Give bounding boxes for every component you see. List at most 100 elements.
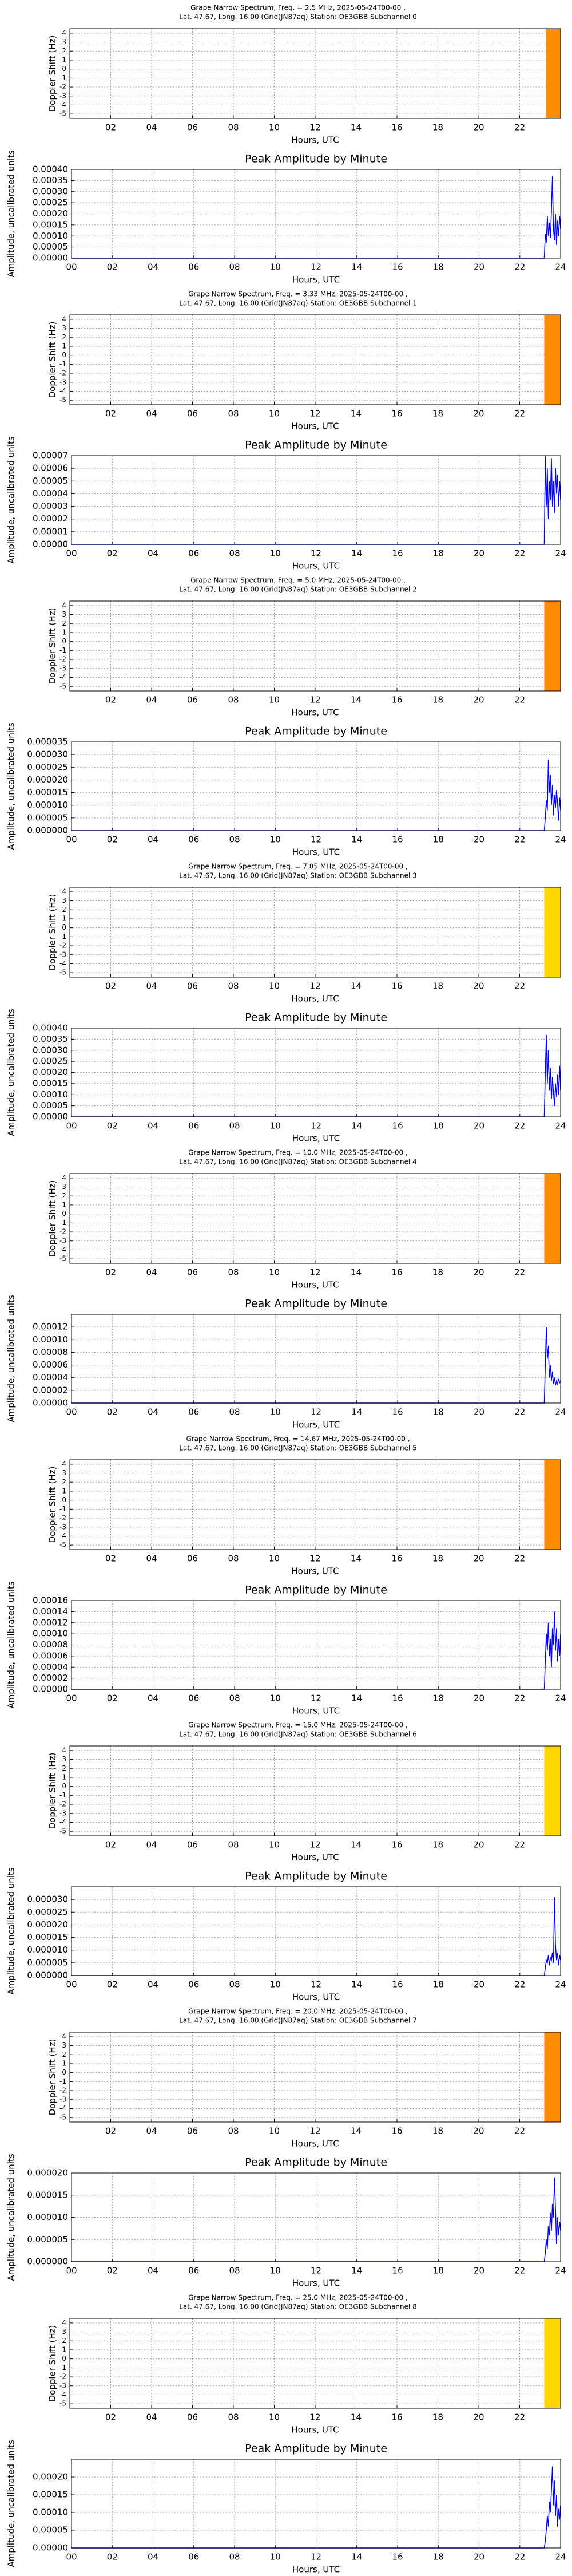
x-tick-label: 16 [392, 262, 403, 272]
y-tick-label: 0.000025 [27, 762, 68, 772]
y-tick-label: -2 [59, 369, 66, 377]
x-tick-label: 16 [392, 1407, 403, 1417]
x-tick-label: 20 [473, 695, 484, 705]
y-tick-label: 0.00016 [33, 1595, 68, 1606]
x-tick-label: 20 [474, 1693, 484, 1704]
y-tick-label: 0.00006 [33, 1360, 68, 1370]
y-tick-label: 0.00005 [33, 476, 68, 486]
plot-frame [69, 1459, 561, 1550]
y-axis-label: Doppler Shift (Hz) [47, 1180, 58, 1257]
x-tick-label: 06 [187, 123, 198, 133]
plot-frame [71, 1028, 561, 1117]
x-axis-label: Hours, UTC [291, 994, 339, 1004]
x-axis-label: Hours, UTC [292, 1133, 340, 1144]
plot-frame [69, 1745, 561, 1836]
x-tick-label: 04 [148, 1121, 158, 1131]
y-tick-label: -3 [59, 2381, 66, 2389]
plot-frame [71, 169, 561, 259]
x-tick-label: 06 [188, 1121, 199, 1131]
x-tick-label: 22 [514, 1554, 525, 1564]
x-tick-label: 12 [311, 548, 321, 559]
x-axis-label: Hours, UTC [292, 1992, 340, 2002]
x-tick-label: 02 [107, 262, 118, 272]
plot-frame [71, 741, 561, 831]
y-tick-label: 0.000005 [27, 1957, 68, 1967]
y-tick-label: -3 [59, 1523, 66, 1531]
y-tick-label: 0.00005 [33, 242, 68, 252]
y-tick-label: -1 [59, 1219, 66, 1227]
x-tick-label: 02 [105, 2126, 116, 2136]
chart-title: Grape Narrow Spectrum, Freq. = 25.0 MHz,… [188, 2294, 407, 2302]
chart-subtitle: Lat. 47.67, Long. 16.00 (Grid)JN87aq) St… [179, 299, 417, 307]
x-tick-label: 22 [514, 981, 525, 991]
y-tick-label: 0.00006 [33, 463, 68, 473]
y-tick-label: -1 [59, 360, 66, 368]
x-tick-label: 14 [351, 1840, 362, 1850]
y-tick-label: 1 [62, 628, 66, 636]
y-tick-label: 3 [62, 1755, 66, 1763]
x-tick-label: 18 [432, 409, 443, 419]
x-tick-label: 16 [392, 835, 403, 845]
y-tick-label: 0.00020 [33, 2472, 68, 2482]
y-tick-label: -5 [59, 1255, 66, 1263]
signal-band [544, 1460, 561, 1550]
x-tick-label: 12 [309, 2412, 320, 2423]
y-tick-label: 2 [62, 906, 66, 914]
x-tick-label: 18 [432, 981, 443, 991]
chart-title: Grape Narrow Spectrum, Freq. = 2.5 MHz, … [190, 4, 406, 12]
x-tick-label: 12 [311, 2266, 321, 2276]
x-tick-label: 02 [105, 981, 116, 991]
x-tick-label: 22 [514, 695, 525, 705]
x-tick-label: 22 [514, 123, 525, 133]
x-tick-label: 20 [473, 409, 484, 419]
x-tick-label: 14 [351, 1980, 362, 1990]
x-tick-label: 12 [309, 981, 320, 991]
signal-band [544, 315, 561, 405]
y-tick-label: 4 [62, 315, 66, 323]
x-axis-label: Hours, UTC [291, 135, 339, 145]
x-tick-label: 18 [433, 548, 444, 559]
x-tick-label: 18 [432, 695, 443, 705]
x-tick-label: 14 [351, 1554, 362, 1564]
signal-band [544, 2032, 561, 2122]
amplitude-line [72, 455, 561, 545]
x-tick-label: 20 [474, 2552, 484, 2562]
y-tick-label: 0 [62, 1496, 66, 1504]
x-axis-label: Hours, UTC [291, 2425, 339, 2435]
y-tick-label: 4 [62, 1746, 66, 1754]
y-tick-label: -1 [59, 1791, 66, 1799]
x-tick-label: 22 [514, 2552, 525, 2562]
x-axis-label: Hours, UTC [292, 275, 340, 285]
y-tick-label: -1 [59, 646, 66, 654]
x-tick-label: 12 [311, 835, 321, 845]
x-tick-label: 16 [391, 1840, 402, 1850]
x-tick-label: 10 [270, 548, 281, 559]
y-tick-label: 4 [62, 601, 66, 609]
x-tick-label: 16 [392, 2266, 403, 2276]
y-tick-label: -1 [59, 933, 66, 941]
y-tick-label: 0.000025 [27, 1907, 68, 1917]
signal-band [544, 601, 561, 691]
x-tick-label: 10 [270, 1980, 281, 1990]
x-tick-label: 02 [105, 695, 116, 705]
x-tick-label: 14 [351, 1407, 362, 1417]
x-tick-label: 04 [148, 2266, 158, 2276]
x-tick-label: 20 [474, 2266, 484, 2276]
y-tick-label: 0.00015 [33, 219, 68, 230]
y-axis-label: Amplitude, uncalibrated units [6, 1867, 17, 1995]
y-tick-label: 1 [62, 2059, 66, 2067]
x-tick-label: 24 [555, 548, 566, 559]
x-tick-label: 20 [474, 1407, 484, 1417]
y-tick-label: 1 [62, 1200, 66, 1208]
x-tick-label: 08 [229, 835, 240, 845]
x-tick-label: 22 [514, 1980, 525, 1990]
plot-frame [71, 1600, 561, 1690]
x-tick-label: 00 [66, 1980, 77, 1990]
chart-subtitle: Lat. 47.67, Long. 16.00 (Grid)JN87aq) St… [179, 1158, 417, 1166]
x-tick-label: 04 [146, 1267, 157, 1278]
y-tick-label: 0.00040 [33, 1023, 68, 1033]
x-tick-label: 06 [187, 2126, 198, 2136]
x-tick-label: 20 [474, 548, 484, 559]
x-tick-label: 00 [66, 1407, 77, 1417]
